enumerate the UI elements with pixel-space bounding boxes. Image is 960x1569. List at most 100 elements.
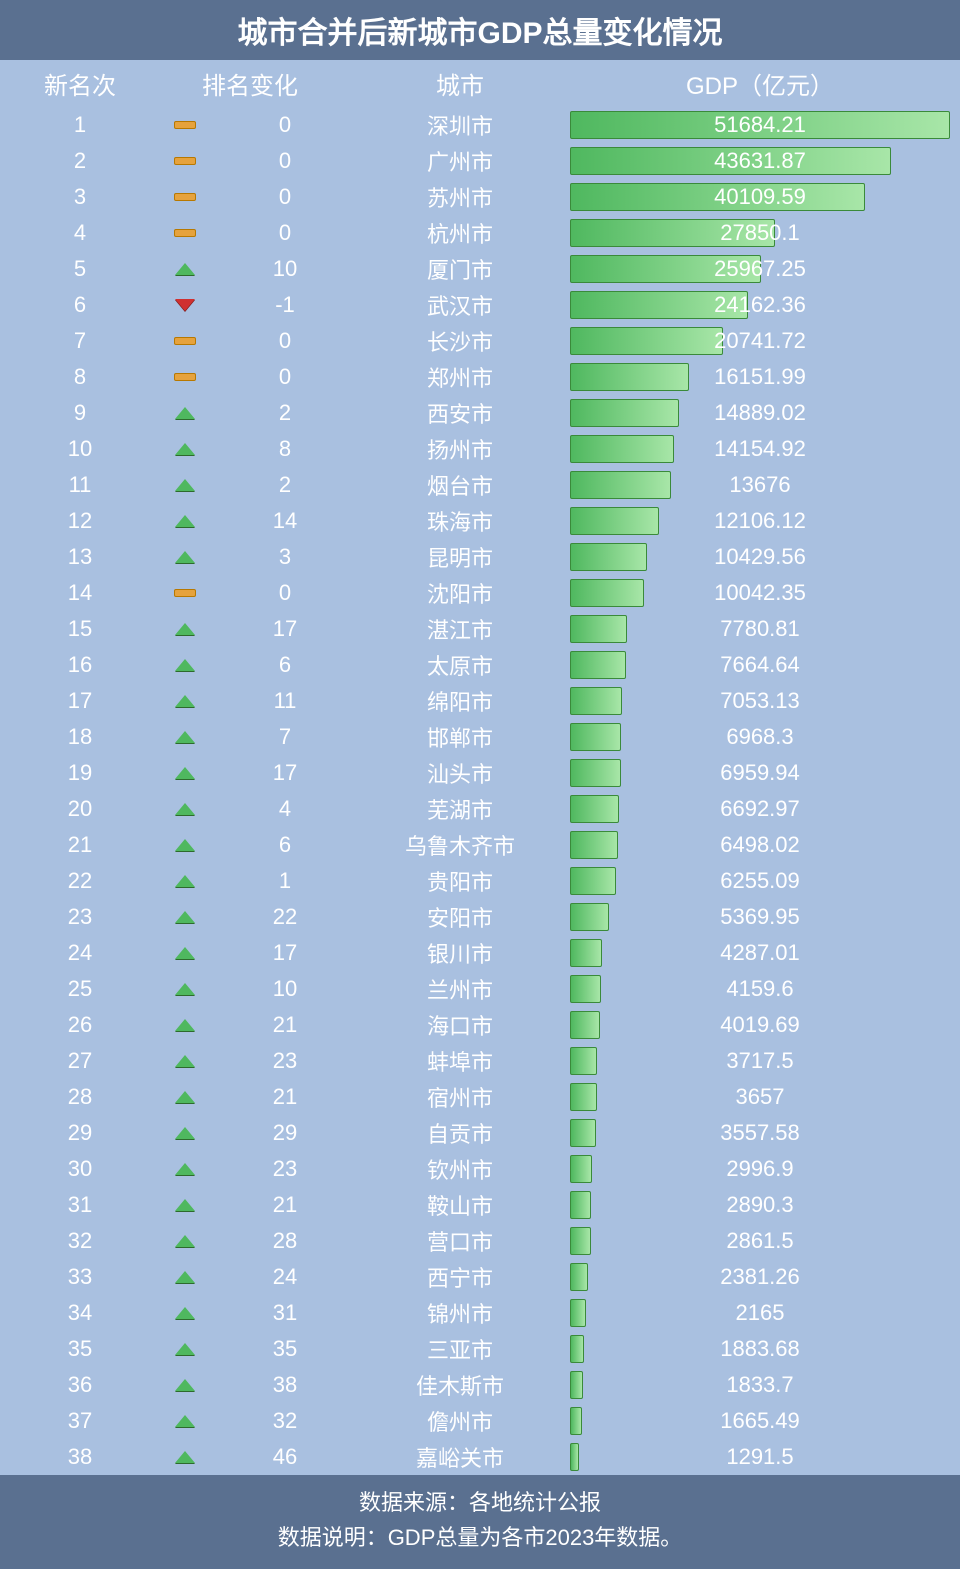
cell-gdp: 2996.9: [570, 1151, 950, 1187]
cell-change: 23: [150, 1048, 350, 1074]
cell-change-value: 0: [220, 328, 350, 354]
gdp-value: 27850.1: [570, 215, 950, 251]
cell-change-value: 38: [220, 1372, 350, 1398]
cell-change-value: 0: [220, 220, 350, 246]
arrow-up-icon: [175, 1379, 195, 1391]
cell-city: 海口市: [350, 1009, 570, 1041]
cell-rank: 38: [10, 1444, 150, 1470]
cell-change: 21: [150, 1192, 350, 1218]
cell-gdp: 43631.87: [570, 143, 950, 179]
cell-gdp: 4159.6: [570, 971, 950, 1007]
cell-gdp: 2861.5: [570, 1223, 950, 1259]
no-change-icon: [174, 337, 196, 345]
gdp-value: 1665.49: [570, 1403, 950, 1439]
table-row: 3846嘉峪关市1291.5: [10, 1439, 950, 1475]
cell-city: 湛江市: [350, 613, 570, 645]
cell-change: 24: [150, 1264, 350, 1290]
arrow-up-icon: [175, 767, 195, 779]
gdp-value: 13676: [570, 467, 950, 503]
cell-change: 3: [150, 544, 350, 570]
cell-gdp: 6255.09: [570, 863, 950, 899]
arrow-up-icon: [175, 731, 195, 743]
gdp-value: 6498.02: [570, 827, 950, 863]
cell-change: 46: [150, 1444, 350, 1470]
cell-city: 武汉市: [350, 289, 570, 321]
cell-gdp: 1833.7: [570, 1367, 950, 1403]
gdp-value: 25967.25: [570, 251, 950, 287]
cell-rank: 24: [10, 940, 150, 966]
cell-city: 广州市: [350, 145, 570, 177]
no-change-icon: [174, 589, 196, 597]
gdp-value: 3557.58: [570, 1115, 950, 1151]
cell-rank: 31: [10, 1192, 150, 1218]
cell-rank: 13: [10, 544, 150, 570]
arrow-up-icon: [175, 1091, 195, 1103]
cell-change: 17: [150, 616, 350, 642]
cell-gdp: 2381.26: [570, 1259, 950, 1295]
cell-rank: 9: [10, 400, 150, 426]
gdp-value: 14154.92: [570, 431, 950, 467]
cell-gdp: 7053.13: [570, 683, 950, 719]
cell-change-value: 0: [220, 364, 350, 390]
cell-gdp: 16151.99: [570, 359, 950, 395]
cell-change: 22: [150, 904, 350, 930]
table-row: 3431锦州市2165: [10, 1295, 950, 1331]
cell-change-value: -1: [220, 292, 350, 318]
cell-change: 6: [150, 652, 350, 678]
arrow-up-icon: [175, 1199, 195, 1211]
cell-city: 锦州市: [350, 1297, 570, 1329]
table-row: 3228营口市2861.5: [10, 1223, 950, 1259]
gdp-value: 10042.35: [570, 575, 950, 611]
chart-title: 城市合并后新城市GDP总量变化情况: [0, 0, 960, 60]
cell-change-value: 21: [220, 1192, 350, 1218]
cell-rank: 17: [10, 688, 150, 714]
cell-change: 35: [150, 1336, 350, 1362]
cell-city: 杭州市: [350, 217, 570, 249]
table-row: 2929自贡市3557.58: [10, 1115, 950, 1151]
cell-city: 沈阳市: [350, 577, 570, 609]
cell-gdp: 24162.36: [570, 287, 950, 323]
cell-rank: 7: [10, 328, 150, 354]
cell-city: 佳木斯市: [350, 1369, 570, 1401]
cell-gdp: 4287.01: [570, 935, 950, 971]
cell-change-value: 4: [220, 796, 350, 822]
cell-gdp: 27850.1: [570, 215, 950, 251]
cell-rank: 26: [10, 1012, 150, 1038]
gdp-value: 3717.5: [570, 1043, 950, 1079]
cell-change: 6: [150, 832, 350, 858]
arrow-up-icon: [175, 803, 195, 815]
gdp-value: 1291.5: [570, 1439, 950, 1475]
table-row: 1711绵阳市7053.13: [10, 683, 950, 719]
cell-city: 乌鲁木齐市: [350, 829, 570, 861]
cell-gdp: 14889.02: [570, 395, 950, 431]
cell-rank: 11: [10, 472, 150, 498]
cell-city: 厦门市: [350, 253, 570, 285]
cell-change: 10: [150, 256, 350, 282]
gdp-value: 2165: [570, 1295, 950, 1331]
cell-gdp: 6692.97: [570, 791, 950, 827]
arrow-up-icon: [175, 1163, 195, 1175]
cell-city: 扬州市: [350, 433, 570, 465]
gdp-value: 1883.68: [570, 1331, 950, 1367]
table-row: 40杭州市27850.1: [10, 215, 950, 251]
cell-change-value: 21: [220, 1012, 350, 1038]
table-row: 70长沙市20741.72: [10, 323, 950, 359]
cell-change: 8: [150, 436, 350, 462]
cell-city: 鞍山市: [350, 1189, 570, 1221]
cell-change: 0: [150, 184, 350, 210]
cell-change: 21: [150, 1084, 350, 1110]
table-row: 187邯郸市6968.3: [10, 719, 950, 755]
table-row: 3535三亚市1883.68: [10, 1331, 950, 1367]
arrow-up-icon: [175, 443, 195, 455]
cell-gdp: 7664.64: [570, 647, 950, 683]
gdp-value: 4159.6: [570, 971, 950, 1007]
cell-city: 烟台市: [350, 469, 570, 501]
gdp-value: 4287.01: [570, 935, 950, 971]
cell-change: 4: [150, 796, 350, 822]
arrow-up-icon: [175, 1235, 195, 1247]
gdp-value: 51684.21: [570, 107, 950, 143]
cell-city: 深圳市: [350, 109, 570, 141]
cell-change-value: 1: [220, 868, 350, 894]
cell-city: 贵阳市: [350, 865, 570, 897]
col-header-gdp: GDP（亿元）: [570, 66, 950, 101]
